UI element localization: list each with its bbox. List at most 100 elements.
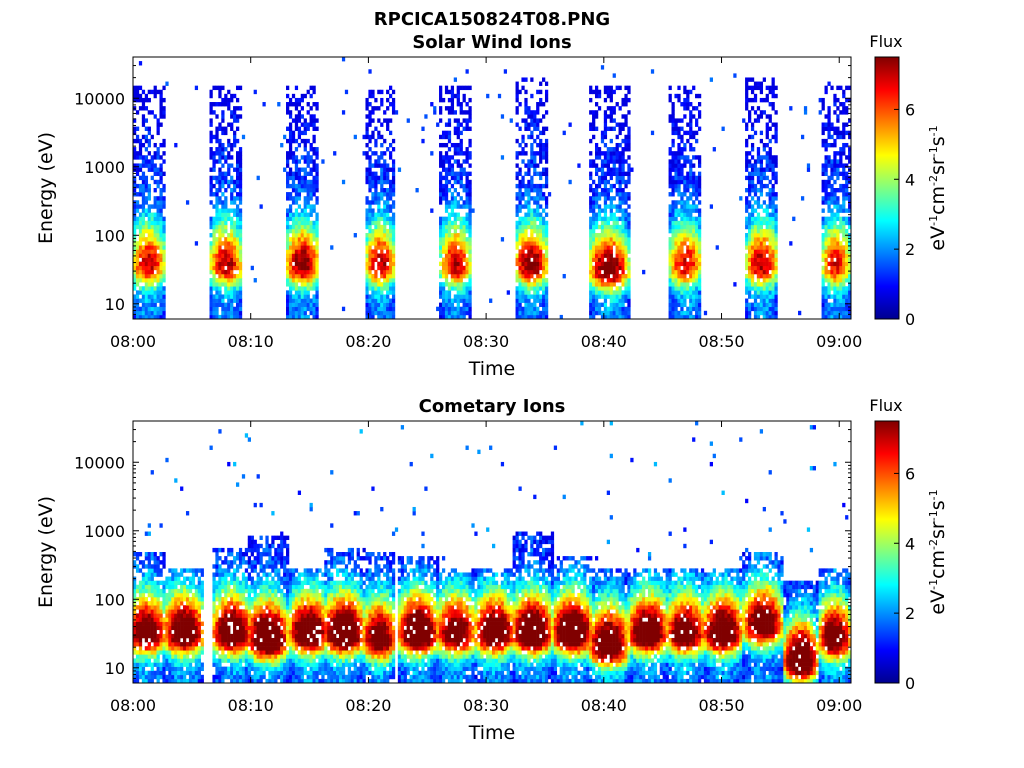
heatmap-cell <box>294 138 299 144</box>
heatmap-cell <box>465 265 469 271</box>
heatmap-cell <box>389 253 393 258</box>
heatmap-cell <box>447 306 452 312</box>
heatmap-cell <box>592 89 596 95</box>
heatmap-cell <box>386 97 390 103</box>
heatmap-cell <box>759 282 764 287</box>
heatmap-cell <box>288 282 293 287</box>
heatmap-cell <box>133 249 137 254</box>
heatmap-cell <box>759 265 764 271</box>
heatmap-cell <box>503 69 508 74</box>
heatmap-cell <box>138 670 143 676</box>
heatmap-cell <box>771 282 775 287</box>
heatmap-cell <box>368 220 372 226</box>
heatmap-cell <box>750 228 755 234</box>
heatmap-cell <box>368 253 372 258</box>
heatmap-cell <box>589 208 593 213</box>
heatmap-cell <box>845 216 849 222</box>
heatmap-cell <box>842 261 846 267</box>
heatmap-cell <box>459 282 463 287</box>
heatmap-cell <box>468 192 472 197</box>
heatmap-cell <box>618 265 622 271</box>
heatmap-cell <box>827 294 831 299</box>
heatmap-cell <box>830 134 834 140</box>
heatmap-cell <box>141 192 146 197</box>
heatmap-cell <box>606 261 610 267</box>
heatmap-cell <box>450 233 455 238</box>
heatmap-cell <box>153 233 157 238</box>
heatmap-cell <box>600 249 605 254</box>
heatmap-cell <box>147 126 151 131</box>
heatmap-cell <box>374 237 378 242</box>
heatmap-cell <box>374 286 378 291</box>
heatmap-cell <box>153 306 157 312</box>
heatmap-cell <box>300 253 304 258</box>
heatmap-cell <box>524 282 528 287</box>
heatmap-cell <box>297 224 302 230</box>
heatmap-cell <box>444 224 449 230</box>
heatmap-cell <box>745 142 749 148</box>
heatmap-cell <box>235 151 240 156</box>
heatmap-cell <box>527 265 531 271</box>
heatmap-cell <box>768 204 772 209</box>
heatmap-cell <box>309 114 313 119</box>
heatmap-cell <box>524 77 528 82</box>
heatmap-cell <box>291 306 296 312</box>
heatmap-cell <box>138 588 143 594</box>
heatmap-cell <box>515 85 519 91</box>
heatmap-cell <box>224 147 228 152</box>
heatmap-cell <box>138 605 143 610</box>
heatmap-cell <box>441 290 446 295</box>
heatmap-cell <box>444 257 449 262</box>
heatmap-cell <box>303 171 307 177</box>
heatmap-cell <box>135 662 140 667</box>
heatmap-cell <box>138 265 143 271</box>
heatmap-cell <box>383 310 387 316</box>
heatmap-cell <box>150 314 154 320</box>
heatmap-cell <box>683 290 687 295</box>
heatmap-cell <box>750 237 755 242</box>
heatmap-cell <box>215 179 219 185</box>
heatmap-cell <box>286 85 290 91</box>
heatmap-cell <box>141 654 146 659</box>
heatmap-cell <box>309 204 313 209</box>
heatmap-cell <box>371 130 375 136</box>
heatmap-cell <box>848 278 852 283</box>
heatmap-cell <box>774 220 778 226</box>
heatmap-cell <box>294 155 299 160</box>
heatmap-cell <box>594 253 599 258</box>
heatmap-cell <box>533 138 537 144</box>
heatmap-cell <box>833 159 837 164</box>
heatmap-cell <box>465 241 469 246</box>
heatmap-cell <box>539 228 543 234</box>
heatmap-cell <box>462 298 466 303</box>
heatmap-cell <box>624 122 628 127</box>
heatmap-cell <box>689 298 693 303</box>
heatmap-cell <box>753 290 758 295</box>
heatmap-cell <box>238 85 243 91</box>
heatmap-cell <box>624 102 628 107</box>
heatmap-cell <box>544 81 549 86</box>
heatmap-cell <box>530 134 534 140</box>
heatmap-cell <box>606 85 610 91</box>
heatmap-cell <box>594 224 599 230</box>
heatmap-cell <box>212 151 216 156</box>
heatmap-cell <box>533 122 537 127</box>
heatmap-cell <box>291 273 296 279</box>
heatmap-cell <box>748 97 752 103</box>
heatmap-cell <box>792 216 796 222</box>
heatmap-cell <box>230 216 234 222</box>
heatmap-cell <box>224 253 228 258</box>
heatmap-cell <box>444 273 449 279</box>
heatmap-cell <box>609 294 613 299</box>
heatmap-cell <box>450 85 455 91</box>
heatmap-cell <box>156 118 160 123</box>
heatmap-cell <box>468 245 472 250</box>
heatmap-cell <box>368 110 372 115</box>
heatmap-cell <box>306 183 310 189</box>
heatmap-cell <box>756 204 761 209</box>
heatmap-cell <box>444 278 449 283</box>
heatmap-cell <box>606 106 610 111</box>
heatmap-cell <box>836 261 840 267</box>
heatmap-cell <box>153 171 157 177</box>
heatmap-cell <box>300 278 304 283</box>
